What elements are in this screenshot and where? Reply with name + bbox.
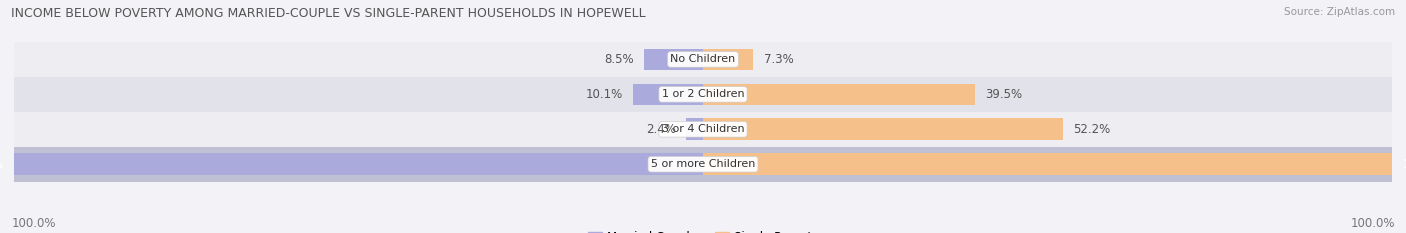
Text: 3 or 4 Children: 3 or 4 Children	[662, 124, 744, 134]
Text: 100.0%: 100.0%	[11, 217, 56, 230]
Bar	[14, 154, 703, 175]
Text: 39.5%: 39.5%	[986, 88, 1022, 101]
Text: 2.4%: 2.4%	[647, 123, 676, 136]
Bar	[14, 42, 1392, 77]
Text: 10.1%: 10.1%	[586, 88, 623, 101]
Bar	[14, 147, 1392, 182]
Text: 7.3%: 7.3%	[763, 53, 793, 66]
Bar	[703, 154, 1392, 175]
Text: 5 or more Children: 5 or more Children	[651, 159, 755, 169]
Bar	[703, 118, 1063, 140]
Text: No Children: No Children	[671, 55, 735, 64]
Bar	[634, 83, 703, 105]
Bar	[14, 112, 1392, 147]
Bar	[703, 83, 976, 105]
Text: 1 or 2 Children: 1 or 2 Children	[662, 89, 744, 99]
Bar	[14, 77, 1392, 112]
Bar	[703, 49, 754, 70]
Text: 100.0%: 100.0%	[1350, 217, 1395, 230]
Text: 52.2%: 52.2%	[1073, 123, 1111, 136]
Text: 100.0%: 100.0%	[1402, 158, 1406, 171]
Text: 8.5%: 8.5%	[605, 53, 634, 66]
Text: Source: ZipAtlas.com: Source: ZipAtlas.com	[1284, 7, 1395, 17]
Bar	[644, 49, 703, 70]
Bar	[686, 118, 703, 140]
Text: INCOME BELOW POVERTY AMONG MARRIED-COUPLE VS SINGLE-PARENT HOUSEHOLDS IN HOPEWEL: INCOME BELOW POVERTY AMONG MARRIED-COUPL…	[11, 7, 645, 20]
Legend: Married Couples, Single Parents: Married Couples, Single Parents	[583, 226, 823, 233]
Text: 100.0%: 100.0%	[0, 158, 4, 171]
